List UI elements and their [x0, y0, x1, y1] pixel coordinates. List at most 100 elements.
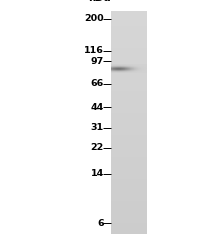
Bar — [139, 66, 140, 67]
Bar — [111, 74, 147, 75]
Bar — [146, 68, 147, 69]
Bar — [144, 67, 145, 68]
Bar — [139, 69, 140, 70]
Bar — [111, 182, 147, 183]
Bar — [130, 70, 131, 71]
Bar — [141, 66, 142, 67]
Bar — [144, 68, 145, 69]
Bar — [114, 64, 115, 65]
Bar — [143, 68, 144, 69]
Bar — [111, 37, 147, 38]
Bar — [111, 47, 147, 48]
Bar — [111, 61, 147, 62]
Bar — [114, 66, 115, 67]
Bar — [111, 56, 147, 57]
Bar — [111, 144, 147, 145]
Bar — [134, 71, 135, 72]
Bar — [111, 104, 147, 105]
Bar — [111, 13, 147, 14]
Bar — [118, 67, 119, 68]
Bar — [141, 67, 142, 68]
Bar — [128, 66, 129, 67]
Bar — [131, 64, 132, 65]
Bar — [127, 72, 128, 73]
Bar — [118, 71, 119, 72]
Bar — [130, 66, 131, 67]
Bar — [122, 64, 123, 65]
Bar — [123, 66, 124, 67]
Bar — [122, 67, 123, 68]
Bar — [138, 71, 139, 72]
Bar — [138, 66, 139, 67]
Bar — [138, 65, 139, 66]
Bar — [112, 70, 113, 71]
Bar — [111, 65, 112, 66]
Bar — [140, 68, 141, 69]
Bar — [123, 68, 124, 69]
Bar — [141, 65, 142, 66]
Bar — [111, 228, 147, 229]
Bar — [123, 64, 124, 65]
Bar — [111, 75, 147, 76]
Bar — [146, 65, 147, 66]
Bar — [145, 68, 146, 69]
Bar — [142, 64, 143, 65]
Bar — [141, 69, 142, 70]
Bar — [126, 64, 127, 65]
Bar — [122, 71, 123, 72]
Bar — [144, 68, 145, 69]
Bar — [113, 69, 114, 70]
Bar — [111, 86, 147, 87]
Bar — [111, 194, 147, 195]
Bar — [111, 86, 147, 87]
Bar — [130, 67, 131, 68]
Bar — [116, 67, 117, 68]
Bar — [138, 69, 139, 70]
Bar — [112, 64, 113, 65]
Bar — [111, 223, 147, 224]
Bar — [118, 68, 119, 69]
Bar — [126, 71, 127, 72]
Bar — [123, 65, 124, 66]
Bar — [123, 66, 124, 67]
Bar — [134, 68, 135, 69]
Bar — [136, 71, 137, 72]
Bar — [134, 66, 135, 67]
Bar — [111, 132, 147, 133]
Bar — [129, 66, 130, 67]
Bar — [111, 129, 147, 130]
Bar — [133, 67, 134, 68]
Bar — [121, 71, 122, 72]
Bar — [111, 88, 147, 89]
Bar — [134, 69, 135, 70]
Bar — [142, 71, 143, 72]
Bar — [123, 71, 124, 72]
Bar — [115, 68, 116, 69]
Bar — [134, 67, 135, 68]
Bar — [129, 64, 130, 65]
Bar — [123, 65, 124, 66]
Bar — [127, 65, 128, 66]
Bar — [121, 67, 122, 68]
Bar — [132, 64, 133, 65]
Bar — [115, 67, 116, 68]
Bar — [146, 72, 147, 73]
Bar — [132, 71, 133, 72]
Bar — [146, 66, 147, 67]
Bar — [143, 71, 144, 72]
Bar — [124, 68, 125, 69]
Bar — [144, 72, 145, 73]
Bar — [133, 72, 134, 73]
Bar — [113, 65, 114, 66]
Bar — [111, 63, 147, 64]
Bar — [121, 67, 122, 68]
Bar — [135, 68, 136, 69]
Bar — [141, 70, 142, 71]
Bar — [142, 65, 143, 66]
Bar — [138, 69, 139, 70]
Bar — [111, 46, 147, 47]
Bar — [139, 68, 140, 69]
Bar — [118, 71, 119, 72]
Bar — [120, 66, 121, 67]
Bar — [134, 67, 135, 68]
